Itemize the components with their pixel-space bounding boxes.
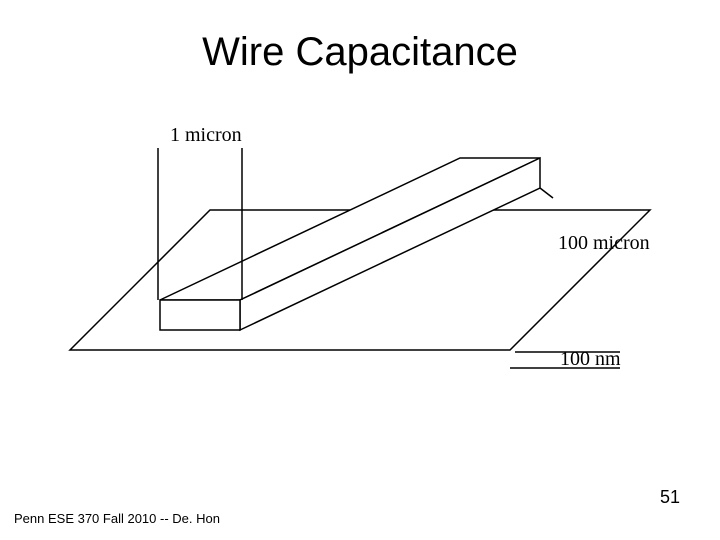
wire-diagram: 1 micron 100 micron 100 nm [60, 120, 660, 400]
footer-text: Penn ESE 370 Fall 2010 -- De. Hon [14, 511, 220, 526]
slide-title: Wire Capacitance [0, 30, 720, 75]
page-number: 51 [660, 487, 680, 508]
length-label: 100 micron [558, 232, 650, 255]
height-label: 100 nm [560, 348, 621, 371]
width-label: 1 micron [170, 124, 242, 147]
